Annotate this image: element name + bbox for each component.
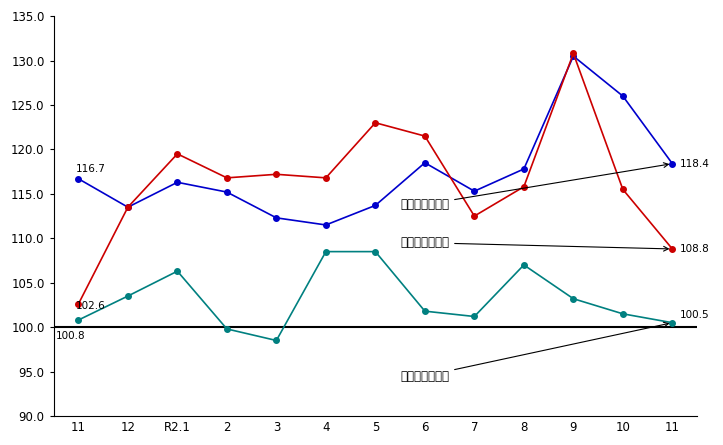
Text: 《緑》生鮮野菜: 《緑》生鮮野菜 bbox=[400, 322, 669, 383]
Text: 118.4: 118.4 bbox=[680, 158, 710, 169]
Text: 108.8: 108.8 bbox=[680, 244, 709, 254]
Text: 100.8: 100.8 bbox=[56, 331, 86, 341]
Text: 100.5: 100.5 bbox=[680, 310, 709, 320]
Text: 《赤》生鮮果物: 《赤》生鮮果物 bbox=[400, 236, 668, 251]
Text: 102.6: 102.6 bbox=[76, 301, 106, 312]
Text: 《青》生鮮魚介: 《青》生鮮魚介 bbox=[400, 163, 668, 211]
Text: 116.7: 116.7 bbox=[76, 164, 106, 174]
